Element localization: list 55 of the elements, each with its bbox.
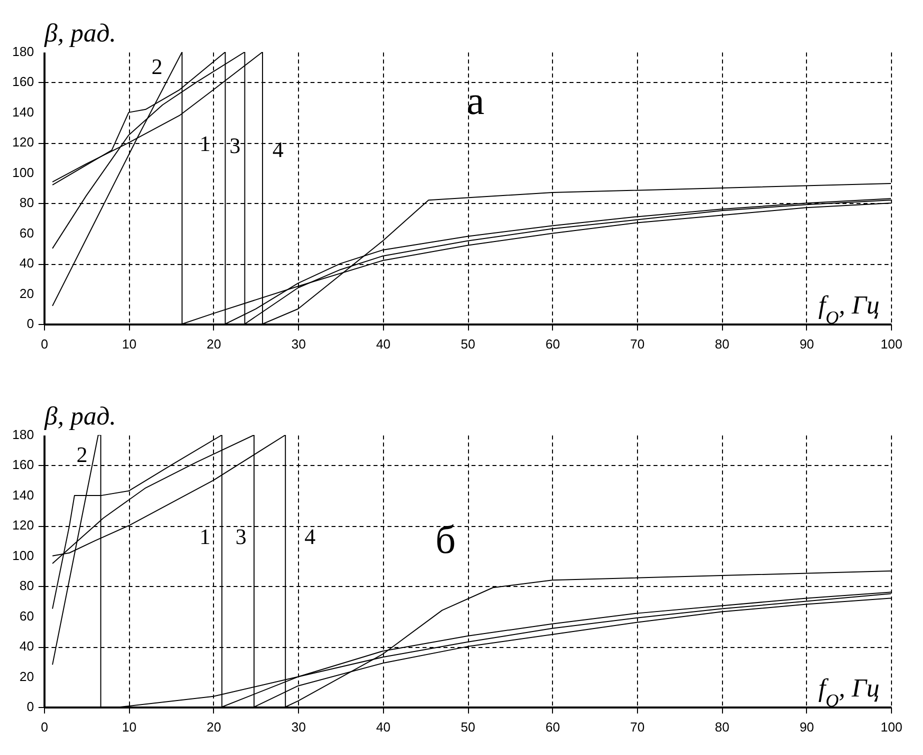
y-tick-label: 180	[12, 427, 34, 442]
y-tick-label: 180	[12, 44, 34, 59]
x-tick-label: 60	[545, 720, 560, 734]
y-axis-title: β, рад.	[44, 402, 116, 430]
y-tick-label: 60	[20, 225, 34, 240]
x-tick-label: 70	[630, 720, 645, 734]
y-tick-label: 40	[20, 638, 34, 654]
y-tick-label: 20	[20, 668, 34, 684]
y-tick-label: 40	[20, 256, 34, 271]
y-tick-label: 80	[20, 578, 34, 594]
x-tick-label: 100	[880, 720, 902, 734]
y-tick-label: 160	[12, 74, 34, 90]
y-tick-label: 100	[12, 164, 34, 180]
annotation: 1	[200, 524, 210, 549]
x-tick-label: 50	[460, 336, 476, 352]
y-tick-label: 160	[12, 457, 34, 472]
x-tick-label: 0	[40, 720, 48, 734]
y-tick-label: 140	[12, 104, 34, 120]
x-tick-label: 50	[460, 720, 476, 734]
y-tick-label: 100	[12, 548, 34, 563]
x-tick-label: 0	[40, 336, 48, 352]
y-tick-label: 120	[12, 134, 34, 150]
text: б	[435, 517, 456, 562]
y-tick-label: 140	[12, 487, 34, 502]
annotation: 3	[236, 524, 246, 549]
annotation: 2	[76, 442, 88, 467]
annotation: 3	[230, 133, 240, 158]
annotation: 4	[272, 137, 284, 162]
annotation: 4	[304, 524, 316, 549]
x-tick-label: 10	[122, 336, 136, 352]
x-tick-label: 20	[206, 336, 222, 352]
x-tick-label: 90	[800, 720, 814, 734]
text: а	[466, 78, 485, 123]
y-tick-label: 60	[20, 608, 34, 624]
x-tick-label: 40	[376, 336, 391, 352]
x-tick-label: 70	[630, 336, 645, 352]
y-tick-label: 80	[20, 195, 34, 210]
x-tick-label: 30	[291, 336, 306, 352]
annotation: 2	[152, 54, 162, 79]
x-tick-label: 90	[800, 336, 814, 352]
x-tick-label: 80	[714, 336, 730, 352]
x-tick-label: 60	[545, 336, 560, 352]
y-tick-label: 20	[20, 286, 34, 301]
y-tick-label: 0	[26, 699, 34, 714]
y-axis-title: β, рад.	[44, 18, 116, 48]
x-tick-label: 10	[122, 720, 136, 734]
x-tick-label: 80	[714, 720, 730, 734]
x-tick-label: 100	[880, 336, 902, 352]
y-tick-label: 120	[12, 518, 34, 533]
x-tick-label: 20	[206, 720, 222, 734]
y-tick-label: 0	[26, 316, 34, 331]
x-axis-title: f$_{O}$, Гц	[818, 674, 880, 710]
x-tick-label: 30	[291, 720, 306, 734]
x-axis-title: f$_{O}$, Гц	[818, 290, 880, 328]
x-tick-label: 40	[376, 720, 391, 734]
